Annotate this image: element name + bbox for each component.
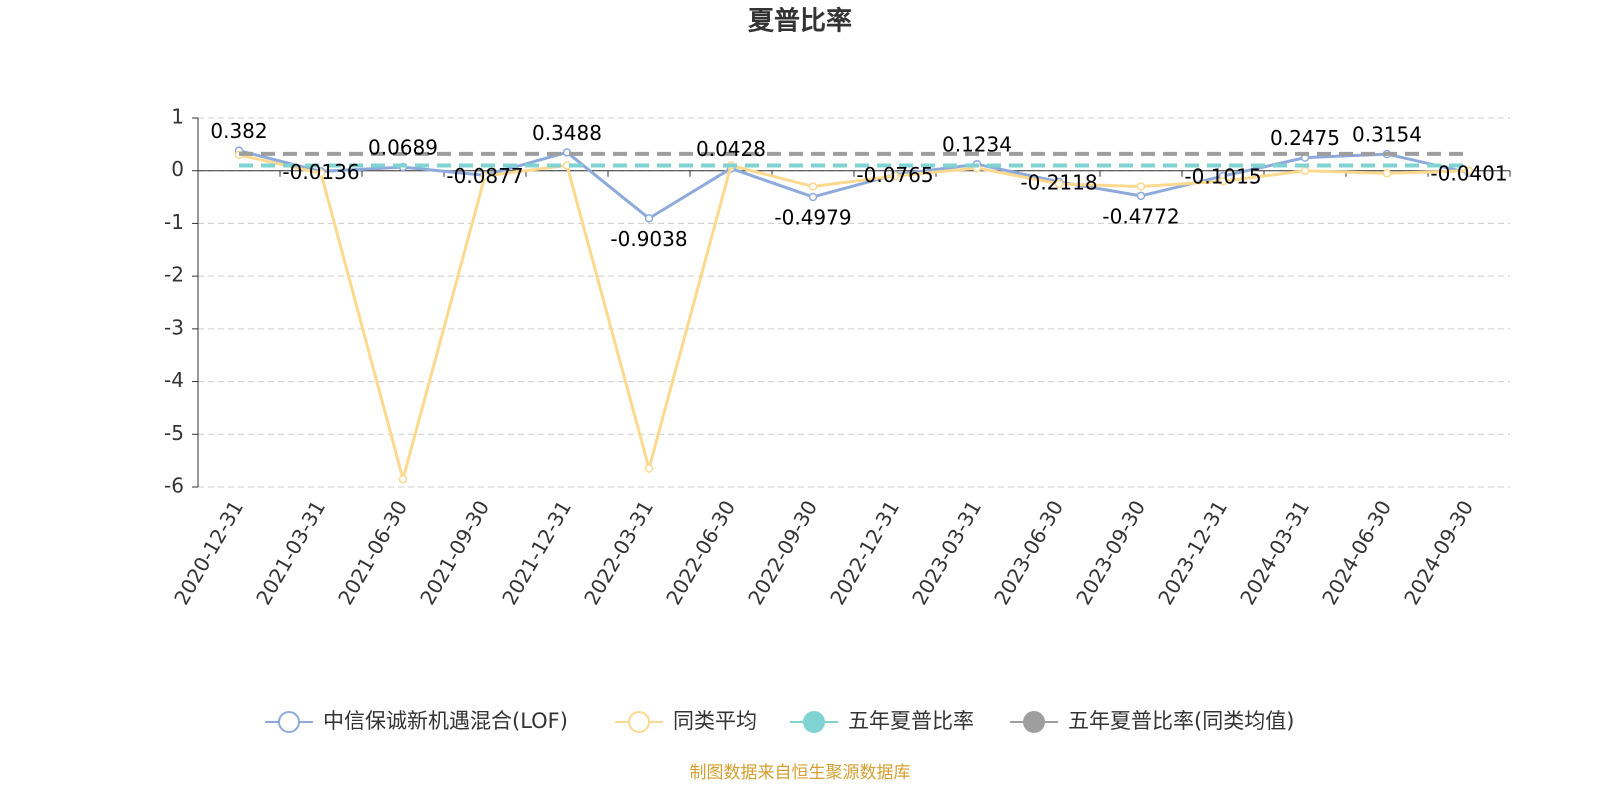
point xyxy=(1464,166,1474,175)
y-tick-label: 1 xyxy=(171,105,184,129)
legend-label: 同类平均 xyxy=(673,709,757,733)
x-tick-label: 2023-12-31 xyxy=(1153,496,1232,609)
point xyxy=(808,192,818,202)
chart-title: 夏普比率 xyxy=(748,6,852,37)
x-tick-label: 2021-12-31 xyxy=(497,496,576,609)
point xyxy=(398,474,408,484)
legend-label: 五年夏普比率(同类均值) xyxy=(1068,709,1294,733)
legend-label: 中信保诚新机遇混合(LOF) xyxy=(323,709,568,733)
x-tick-label: 2022-12-31 xyxy=(825,496,904,609)
point xyxy=(1136,191,1146,201)
point xyxy=(808,182,818,191)
point xyxy=(316,169,326,178)
y-tick-label: -1 xyxy=(164,210,184,234)
x-tick-label: 2021-09-30 xyxy=(415,496,494,609)
legend-label: 五年夏普比率 xyxy=(848,709,974,733)
data-label: -0.0136 xyxy=(282,160,359,184)
x-tick-label: 2022-09-30 xyxy=(743,496,822,609)
point xyxy=(1054,179,1064,189)
data-label: 0.1234 xyxy=(942,133,1012,157)
series-line xyxy=(238,149,1470,221)
data-label: -0.0765 xyxy=(856,163,933,187)
point xyxy=(644,214,654,223)
x-tick-label: 2023-03-31 xyxy=(907,496,986,609)
legend-marker xyxy=(1023,711,1045,733)
y-tick-label: -5 xyxy=(164,421,184,445)
x-tick-label: 2023-06-30 xyxy=(989,496,1068,609)
data-label: 0.3488 xyxy=(532,121,602,145)
data-label: -0.0877 xyxy=(446,164,523,188)
x-tick-label: 2024-09-30 xyxy=(1399,496,1478,609)
series-line xyxy=(238,153,1470,485)
legend-marker xyxy=(628,711,650,733)
x-tick-label: 2024-03-31 xyxy=(1235,496,1314,609)
x-tick-label: 2022-06-30 xyxy=(661,496,740,609)
y-tick-label: 0 xyxy=(171,157,184,181)
x-tick-label: 2021-03-31 xyxy=(251,496,330,609)
point xyxy=(1382,169,1392,178)
point xyxy=(480,171,490,181)
data-label: 0.382 xyxy=(210,119,267,143)
y-tick-label: -6 xyxy=(164,474,184,498)
x-tick-label: 2021-06-30 xyxy=(333,496,412,609)
x-tick-label: 2022-03-31 xyxy=(579,496,658,609)
point xyxy=(644,464,654,473)
data-label: -0.9038 xyxy=(610,227,687,251)
point xyxy=(1218,177,1228,186)
point xyxy=(890,171,900,181)
x-tick-label: 2024-06-30 xyxy=(1317,496,1396,609)
data-label: -0.2118 xyxy=(1020,170,1097,194)
data-label: -0.4979 xyxy=(774,205,851,229)
data-label: 0.0689 xyxy=(368,136,438,160)
y-tick-label: -2 xyxy=(164,263,184,287)
source-note: 制图数据来自恒生聚源数据库 xyxy=(690,763,911,783)
point xyxy=(1136,182,1146,191)
data-label: -0.0401 xyxy=(1430,161,1507,185)
data-label: -0.4772 xyxy=(1102,204,1179,228)
point xyxy=(1300,166,1310,175)
legend-marker xyxy=(803,711,825,733)
y-tick-label: -4 xyxy=(164,368,184,392)
x-tick-label: 2023-09-30 xyxy=(1071,496,1150,609)
legend-marker xyxy=(278,711,300,733)
data-label: 0.2475 xyxy=(1270,126,1340,150)
x-tick-label: 2020-12-31 xyxy=(169,496,248,609)
y-tick-label: -3 xyxy=(164,315,184,339)
data-label: 0.3154 xyxy=(1352,123,1422,147)
data-label: -0.1015 xyxy=(1184,165,1261,189)
data-label: 0.0428 xyxy=(696,137,766,161)
